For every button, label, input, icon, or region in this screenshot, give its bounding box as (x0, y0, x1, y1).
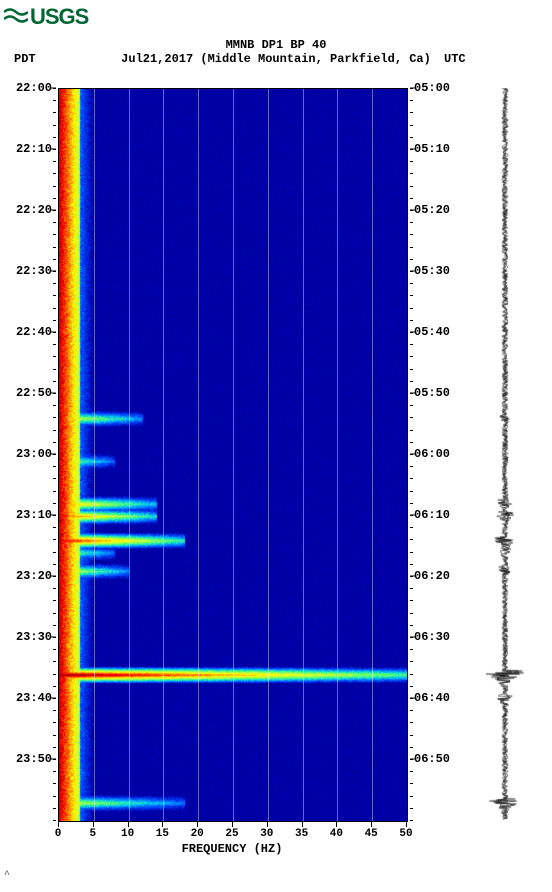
y-tick-label-right: 06:20 (414, 569, 450, 583)
grid-line (198, 89, 199, 821)
y-tick-label-right: 06:10 (414, 508, 450, 522)
x-axis: 05101520253035404550 (58, 822, 406, 842)
x-tick-label: 0 (55, 828, 62, 840)
x-axis-label: FREQUENCY (HZ) (58, 842, 406, 856)
y-tick-label-left: 22:00 (16, 81, 52, 95)
y-tick-label-left: 22:50 (16, 386, 52, 400)
x-tick-label: 40 (330, 828, 343, 840)
y-tick-label-left: 22:10 (16, 142, 52, 156)
x-tick-label: 5 (89, 828, 96, 840)
spectrogram-plot (58, 88, 408, 822)
y-tick-label-left: 23:30 (16, 630, 52, 644)
seismogram-canvas (480, 88, 530, 820)
x-tick-label: 30 (260, 828, 273, 840)
x-tick-label: 15 (156, 828, 169, 840)
y-tick-label-right: 05:40 (414, 325, 450, 339)
y-tick-label-right: 05:50 (414, 386, 450, 400)
y-tick-label-left: 22:20 (16, 203, 52, 217)
footer-mark: ^ (4, 870, 10, 881)
y-tick-label-left: 22:40 (16, 325, 52, 339)
chart-subtitle: Jul21,2017 (Middle Mountain, Parkfield, … (0, 52, 552, 66)
grid-line (268, 89, 269, 821)
x-tick-label: 50 (399, 828, 412, 840)
y-axis-left: 22:0022:1022:2022:3022:4022:5023:0023:10… (0, 88, 56, 820)
usgs-logo: USGS (4, 4, 88, 31)
seismogram-panel (480, 88, 530, 820)
y-tick-label-right: 05:10 (414, 142, 450, 156)
x-tick-label: 25 (225, 828, 238, 840)
y-tick-label-right: 06:50 (414, 752, 450, 766)
y-tick-label-right: 06:40 (414, 691, 450, 705)
y-tick-label-left: 23:20 (16, 569, 52, 583)
x-tick-label: 45 (365, 828, 378, 840)
grid-line (94, 89, 95, 821)
chart-title: MMNB DP1 BP 40 (0, 38, 552, 52)
y-tick-label-right: 05:20 (414, 203, 450, 217)
timezone-label-right: UTC (444, 52, 466, 66)
y-axis-right: 05:0005:1005:2005:3005:4005:5006:0006:10… (410, 88, 466, 820)
y-tick-label-left: 23:00 (16, 447, 52, 461)
y-tick-label-right: 06:30 (414, 630, 450, 644)
grid-line (233, 89, 234, 821)
usgs-logo-text: USGS (30, 4, 88, 29)
y-tick-label-right: 05:00 (414, 81, 450, 95)
usgs-wave-icon (4, 5, 28, 31)
grid-line (163, 89, 164, 821)
y-tick-label-left: 23:10 (16, 508, 52, 522)
y-tick-label-left: 23:50 (16, 752, 52, 766)
grid-line (129, 89, 130, 821)
x-tick-label: 10 (121, 828, 134, 840)
grid-line (372, 89, 373, 821)
y-tick-label-left: 22:30 (16, 264, 52, 278)
grid-line (303, 89, 304, 821)
y-tick-label-right: 05:30 (414, 264, 450, 278)
x-tick-label: 35 (295, 828, 308, 840)
x-tick-label: 20 (191, 828, 204, 840)
y-tick-label-left: 23:40 (16, 691, 52, 705)
grid-line (337, 89, 338, 821)
y-tick-label-right: 06:00 (414, 447, 450, 461)
